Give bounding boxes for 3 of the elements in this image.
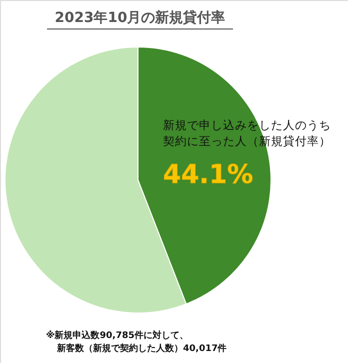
chart-title: 2023年10月の新規貸付率 bbox=[54, 9, 226, 26]
data-label: 44.1% bbox=[163, 160, 254, 190]
text: ※新規申込数90,785件に対して、新客数（新規で契約した人数）40,017件 bbox=[46, 330, 227, 354]
